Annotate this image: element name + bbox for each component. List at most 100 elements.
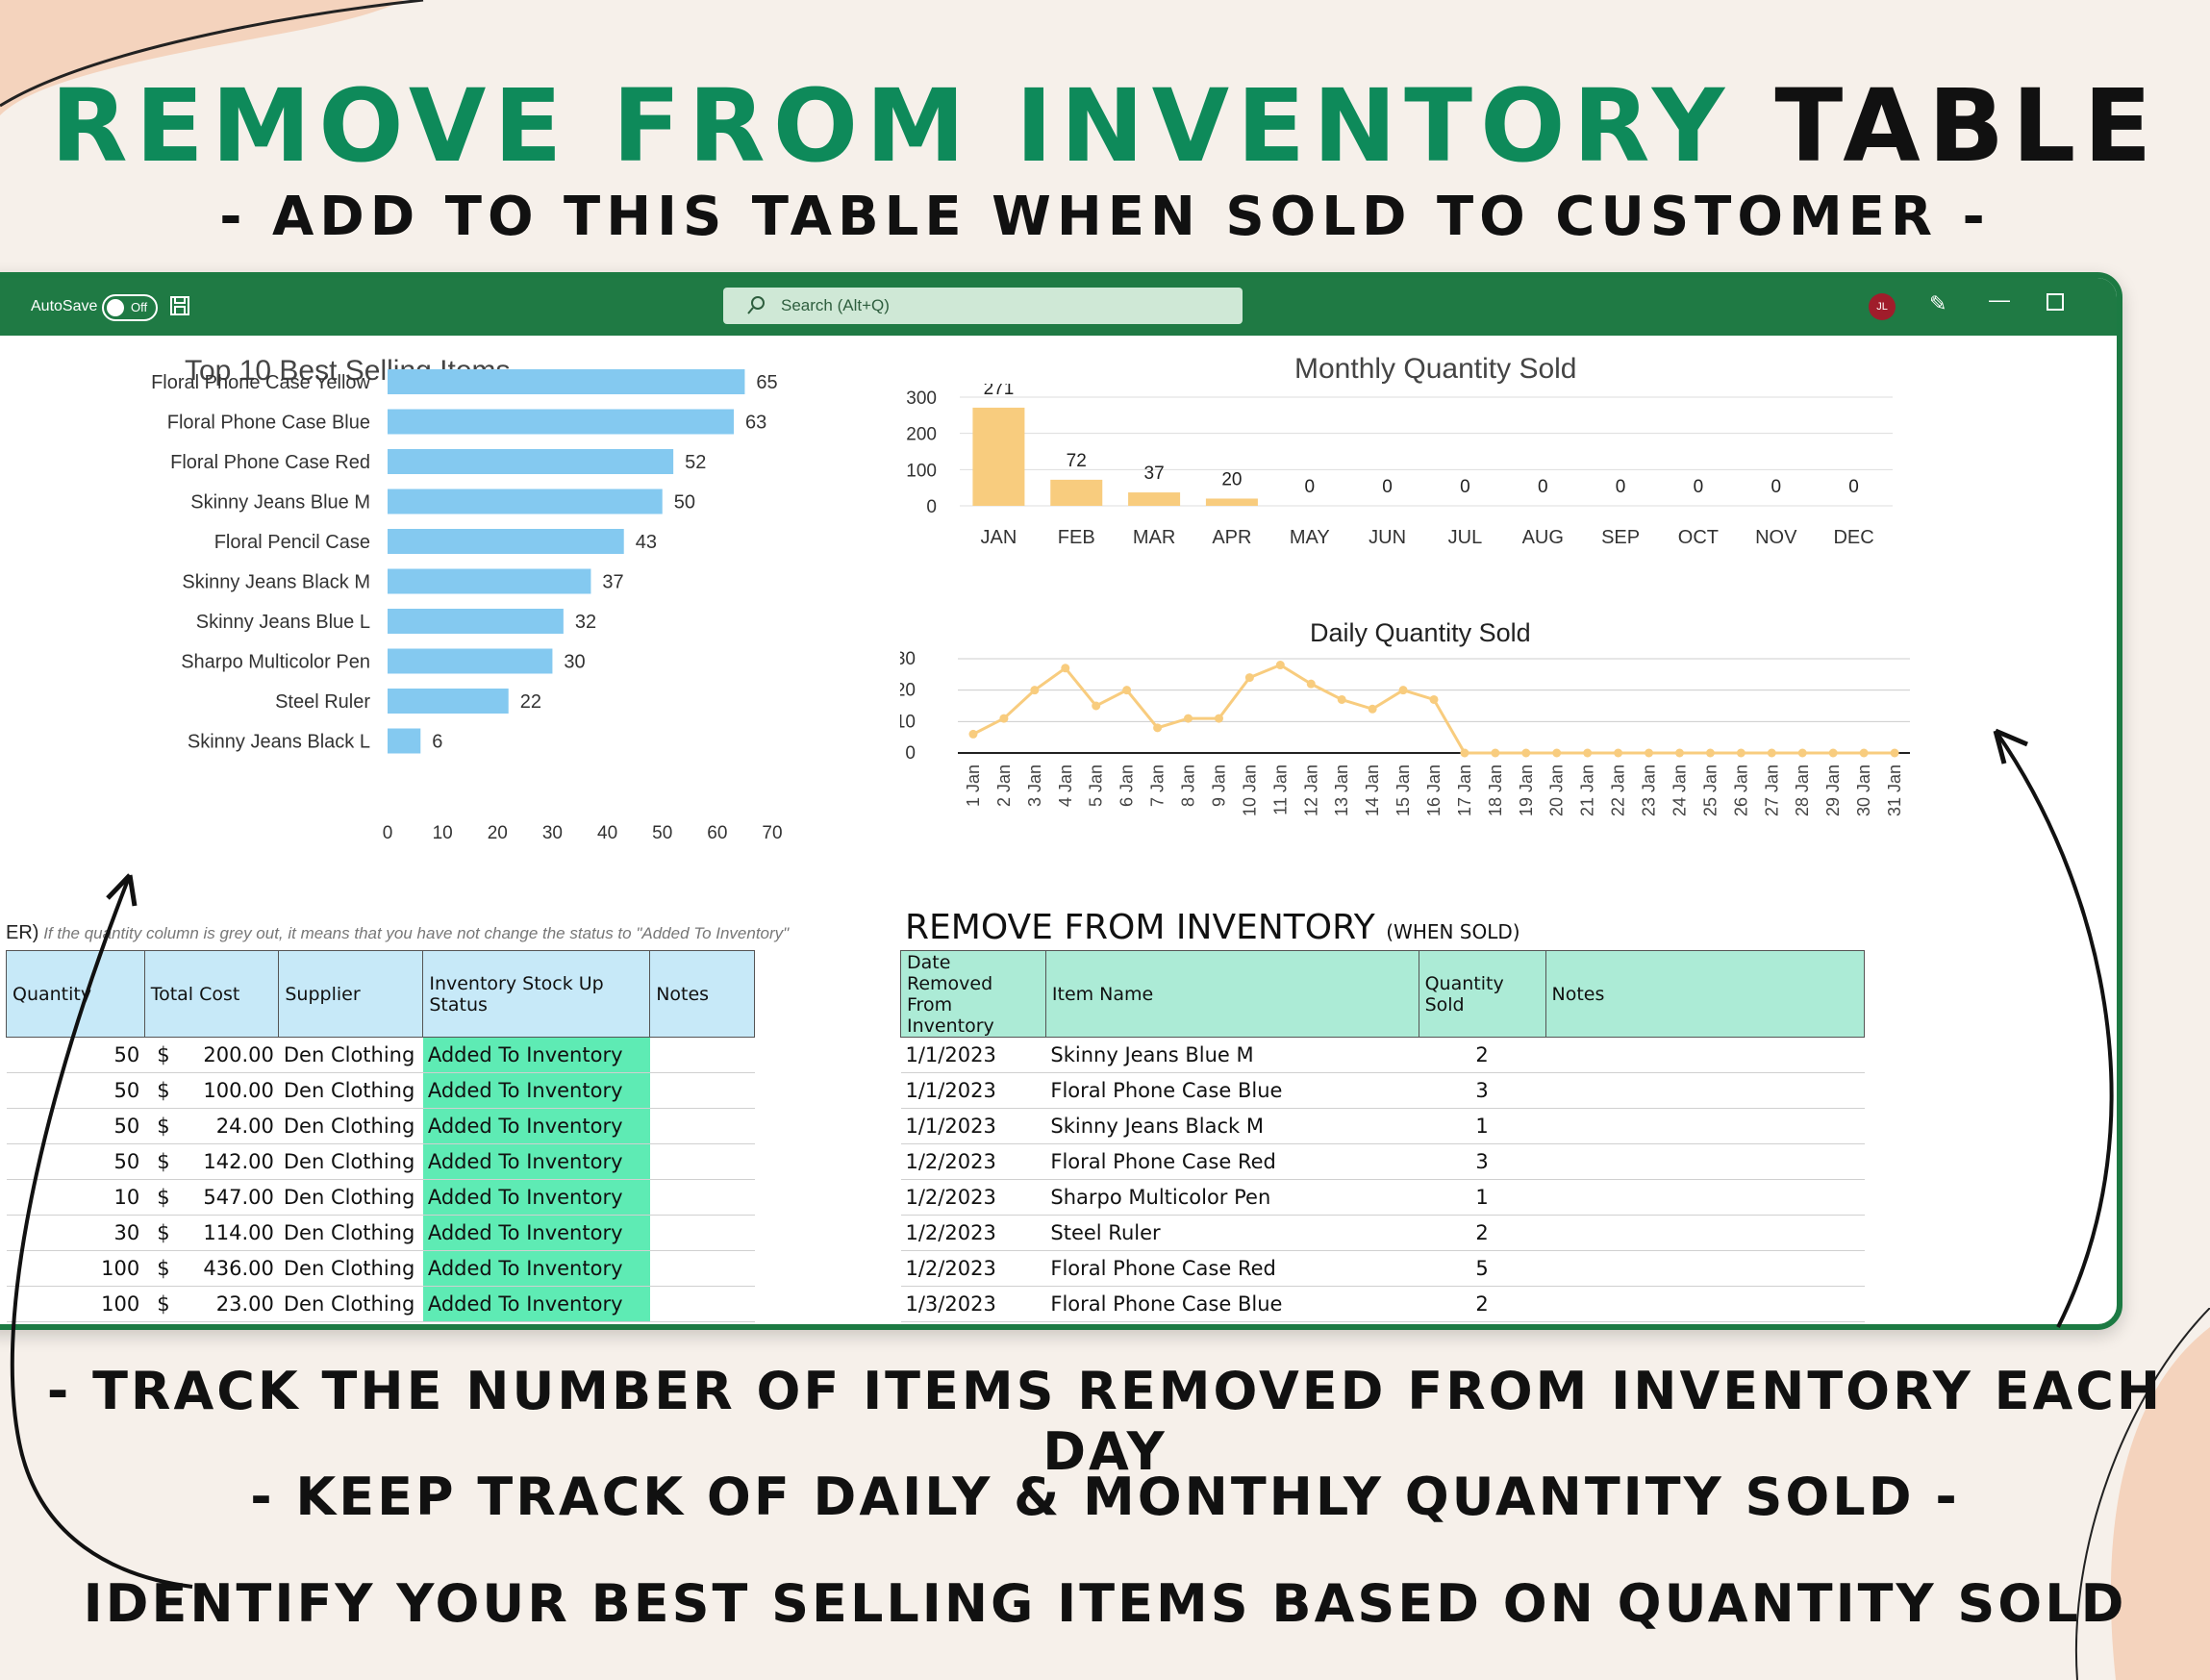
table-row[interactable]: 1/2/2023 Steel Ruler 2 [900, 1215, 1865, 1251]
cell-total-cost[interactable]: $24.00 [144, 1108, 279, 1144]
cell-quantity-sold[interactable]: 1 [1419, 1108, 1546, 1144]
cell-item-name[interactable]: Floral Phone Case Blue [1045, 1286, 1419, 1322]
cell-notes[interactable] [1545, 1179, 1865, 1216]
col-notes[interactable]: Notes [1544, 950, 1866, 1038]
cell-item-name[interactable]: Skinny Jeans Blue M [1045, 1037, 1419, 1073]
cell-status[interactable]: Added To Inventory [422, 1286, 650, 1322]
cell-quantity-sold[interactable]: 1 [1419, 1179, 1546, 1216]
cell-supplier[interactable]: Den Clothing [278, 1072, 423, 1109]
pen-icon[interactable]: ✎ [1929, 291, 1947, 315]
table-row[interactable]: 50 $142.00 Den Clothing Added To Inventory [6, 1143, 755, 1180]
cell-quantity-sold[interactable]: 2 [1419, 1215, 1546, 1251]
cell-total-cost[interactable]: $142.00 [144, 1143, 279, 1180]
col-status[interactable]: Inventory Stock Up Status [422, 950, 651, 1038]
cell-date[interactable]: 1/2/2023 [900, 1179, 1046, 1216]
cell-supplier[interactable]: Den Clothing [278, 1108, 423, 1144]
cell-notes[interactable] [649, 1286, 755, 1322]
col-supplier[interactable]: Supplier [278, 950, 424, 1038]
table-row[interactable]: 30 $114.00 Den Clothing Added To Inventory [6, 1215, 755, 1251]
col-total-cost[interactable]: Total Cost [143, 950, 280, 1038]
cell-total-cost[interactable]: $100.00 [144, 1072, 279, 1109]
save-icon[interactable] [169, 295, 190, 316]
cell-supplier[interactable]: Den Clothing [278, 1143, 423, 1180]
table-row[interactable]: 100 $436.00 Den Clothing Added To Inventory [6, 1250, 755, 1287]
cell-quantity[interactable]: 50 [6, 1143, 145, 1180]
cell-supplier[interactable]: Den Clothing [278, 1179, 423, 1216]
cell-quantity-sold[interactable]: 3 [1419, 1143, 1546, 1180]
cell-notes[interactable] [1545, 1108, 1865, 1144]
cell-date[interactable]: 1/3/2023 [900, 1286, 1046, 1322]
restore-icon[interactable] [2047, 293, 2064, 311]
cell-notes[interactable] [649, 1037, 755, 1073]
cell-total-cost[interactable]: $23.00 [144, 1286, 279, 1322]
cell-item-name[interactable]: Steel Ruler [1045, 1215, 1419, 1251]
cell-notes[interactable] [1545, 1215, 1865, 1251]
cell-quantity-sold[interactable]: 5 [1419, 1250, 1546, 1287]
table-row[interactable]: 50 $200.00 Den Clothing Added To Inventory [6, 1037, 755, 1073]
cell-supplier[interactable]: Den Clothing [278, 1037, 423, 1073]
cell-item-name[interactable]: Floral Phone Case Red [1045, 1250, 1419, 1287]
table-row[interactable]: 1/1/2023 Floral Phone Case Blue 3 [900, 1072, 1865, 1109]
cell-quantity[interactable]: 100 [6, 1286, 145, 1322]
cell-total-cost[interactable]: $200.00 [144, 1037, 279, 1073]
cell-supplier[interactable]: Den Clothing [278, 1215, 423, 1251]
table-row[interactable]: 1/3/2023 Floral Phone Case Blue 2 [900, 1286, 1865, 1322]
cell-total-cost[interactable]: $436.00 [144, 1250, 279, 1287]
cell-notes[interactable] [649, 1179, 755, 1216]
table-row[interactable]: 50 $24.00 Den Clothing Added To Inventory [6, 1108, 755, 1144]
cell-quantity[interactable]: 50 [6, 1108, 145, 1144]
cell-notes[interactable] [649, 1108, 755, 1144]
cell-total-cost[interactable]: $547.00 [144, 1179, 279, 1216]
search-box[interactable]: Search (Alt+Q) [723, 288, 1243, 324]
col-notes[interactable]: Notes [649, 950, 755, 1038]
cell-item-name[interactable]: Floral Phone Case Blue [1045, 1072, 1419, 1109]
table-row[interactable]: 10 $547.00 Den Clothing Added To Inventory [6, 1179, 755, 1216]
table-row[interactable]: 1/2/2023 Sharpo Multicolor Pen 1 [900, 1179, 1865, 1216]
cell-status[interactable]: Added To Inventory [422, 1215, 650, 1251]
table-row[interactable]: 100 $23.00 Den Clothing Added To Inventory [6, 1286, 755, 1322]
minimize-icon[interactable]: — [1989, 288, 2010, 312]
cell-notes[interactable] [1545, 1286, 1865, 1322]
cell-quantity-sold[interactable]: 3 [1419, 1072, 1546, 1109]
cell-notes[interactable] [649, 1072, 755, 1109]
cell-date[interactable]: 1/1/2023 [900, 1108, 1046, 1144]
col-quantity-sold[interactable]: Quantity Sold [1418, 950, 1546, 1038]
cell-item-name[interactable]: Floral Phone Case Red [1045, 1143, 1419, 1180]
autosave-toggle[interactable]: Off [102, 294, 158, 321]
cell-status[interactable]: Added To Inventory [422, 1072, 650, 1109]
avatar[interactable]: JL [1869, 293, 1896, 320]
cell-date[interactable]: 1/1/2023 [900, 1072, 1046, 1109]
cell-quantity-sold[interactable]: 2 [1419, 1037, 1546, 1073]
cell-status[interactable]: Added To Inventory [422, 1143, 650, 1180]
cell-notes[interactable] [649, 1215, 755, 1251]
cell-status[interactable]: Added To Inventory [422, 1250, 650, 1287]
cell-notes[interactable] [1545, 1072, 1865, 1109]
cell-status[interactable]: Added To Inventory [422, 1108, 650, 1144]
table-row[interactable]: 50 $100.00 Den Clothing Added To Inventory [6, 1072, 755, 1109]
cell-notes[interactable] [1545, 1037, 1865, 1073]
cell-notes[interactable] [1545, 1250, 1865, 1287]
cell-date[interactable]: 1/2/2023 [900, 1250, 1046, 1287]
col-quantity[interactable]: Quantity [6, 950, 145, 1038]
cell-supplier[interactable]: Den Clothing [278, 1286, 423, 1322]
cell-quantity[interactable]: 50 [6, 1072, 145, 1109]
table-row[interactable]: 1/2/2023 Floral Phone Case Red 3 [900, 1143, 1865, 1180]
cell-quantity[interactable]: 30 [6, 1215, 145, 1251]
cell-status[interactable]: Added To Inventory [422, 1037, 650, 1073]
col-item-name[interactable]: Item Name [1044, 950, 1419, 1038]
cell-notes[interactable] [649, 1143, 755, 1180]
cell-item-name[interactable]: Sharpo Multicolor Pen [1045, 1179, 1419, 1216]
cell-supplier[interactable]: Den Clothing [278, 1250, 423, 1287]
cell-item-name[interactable]: Skinny Jeans Black M [1045, 1108, 1419, 1144]
cell-notes[interactable] [1545, 1143, 1865, 1180]
cell-quantity[interactable]: 50 [6, 1037, 145, 1073]
table-row[interactable]: 1/2/2023 Floral Phone Case Red 5 [900, 1250, 1865, 1287]
cell-date[interactable]: 1/2/2023 [900, 1215, 1046, 1251]
col-date-removed[interactable]: Date Removed From Inventory [900, 950, 1046, 1038]
cell-quantity[interactable]: 100 [6, 1250, 145, 1287]
cell-quantity-sold[interactable]: 2 [1419, 1286, 1546, 1322]
cell-notes[interactable] [649, 1250, 755, 1287]
cell-total-cost[interactable]: $114.00 [144, 1215, 279, 1251]
